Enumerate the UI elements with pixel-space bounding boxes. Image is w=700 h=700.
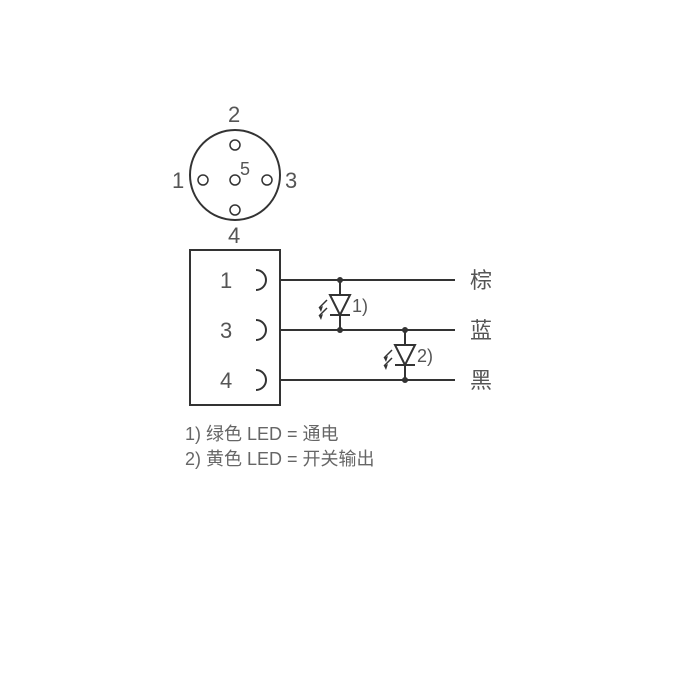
legend: 1) 绿色 LED = 通电 2) 黄色 LED = 开关输出 xyxy=(185,424,375,469)
terminal-pin-1-label: 1 xyxy=(220,268,232,293)
led-2-label: 2) xyxy=(417,346,433,366)
led-1-label: 1) xyxy=(352,296,368,316)
connector-label-bottom: 4 xyxy=(228,223,240,248)
pin-5-label: 5 xyxy=(240,159,250,179)
wire-1-label: 棕 xyxy=(470,268,492,293)
wiring-diagram: 5 2 1 3 4 1 3 4 棕 蓝 黑 xyxy=(0,0,700,700)
legend-line-2: 2) 黄色 LED = 开关输出 xyxy=(185,449,375,469)
terminal-pin-4-label: 4 xyxy=(220,368,232,393)
connector-label-right: 3 xyxy=(285,168,297,193)
connector-face: 5 2 1 3 4 xyxy=(172,102,297,248)
led-1-triangle xyxy=(330,295,350,315)
pin-3 xyxy=(262,175,272,185)
wire-4-label: 黑 xyxy=(470,368,492,393)
pin-5 xyxy=(230,175,240,185)
connector-label-left: 1 xyxy=(172,168,184,193)
wire-3-label: 蓝 xyxy=(470,318,492,343)
pin-2 xyxy=(230,140,240,150)
pin-1 xyxy=(198,175,208,185)
wires: 棕 蓝 黑 xyxy=(280,268,492,393)
led-2-triangle xyxy=(395,345,415,365)
led-2: 2) xyxy=(384,327,433,383)
legend-line-1: 1) 绿色 LED = 通电 xyxy=(185,424,339,444)
pin-4 xyxy=(230,205,240,215)
terminal-pin-1-socket xyxy=(256,270,266,290)
led-1: 1) xyxy=(319,277,368,333)
connector-label-top: 2 xyxy=(228,102,240,127)
terminal-pin-4-socket xyxy=(256,370,266,390)
terminal-pin-3-socket xyxy=(256,320,266,340)
terminal-pin-3-label: 3 xyxy=(220,318,232,343)
terminal-box: 1 3 4 xyxy=(190,250,280,405)
